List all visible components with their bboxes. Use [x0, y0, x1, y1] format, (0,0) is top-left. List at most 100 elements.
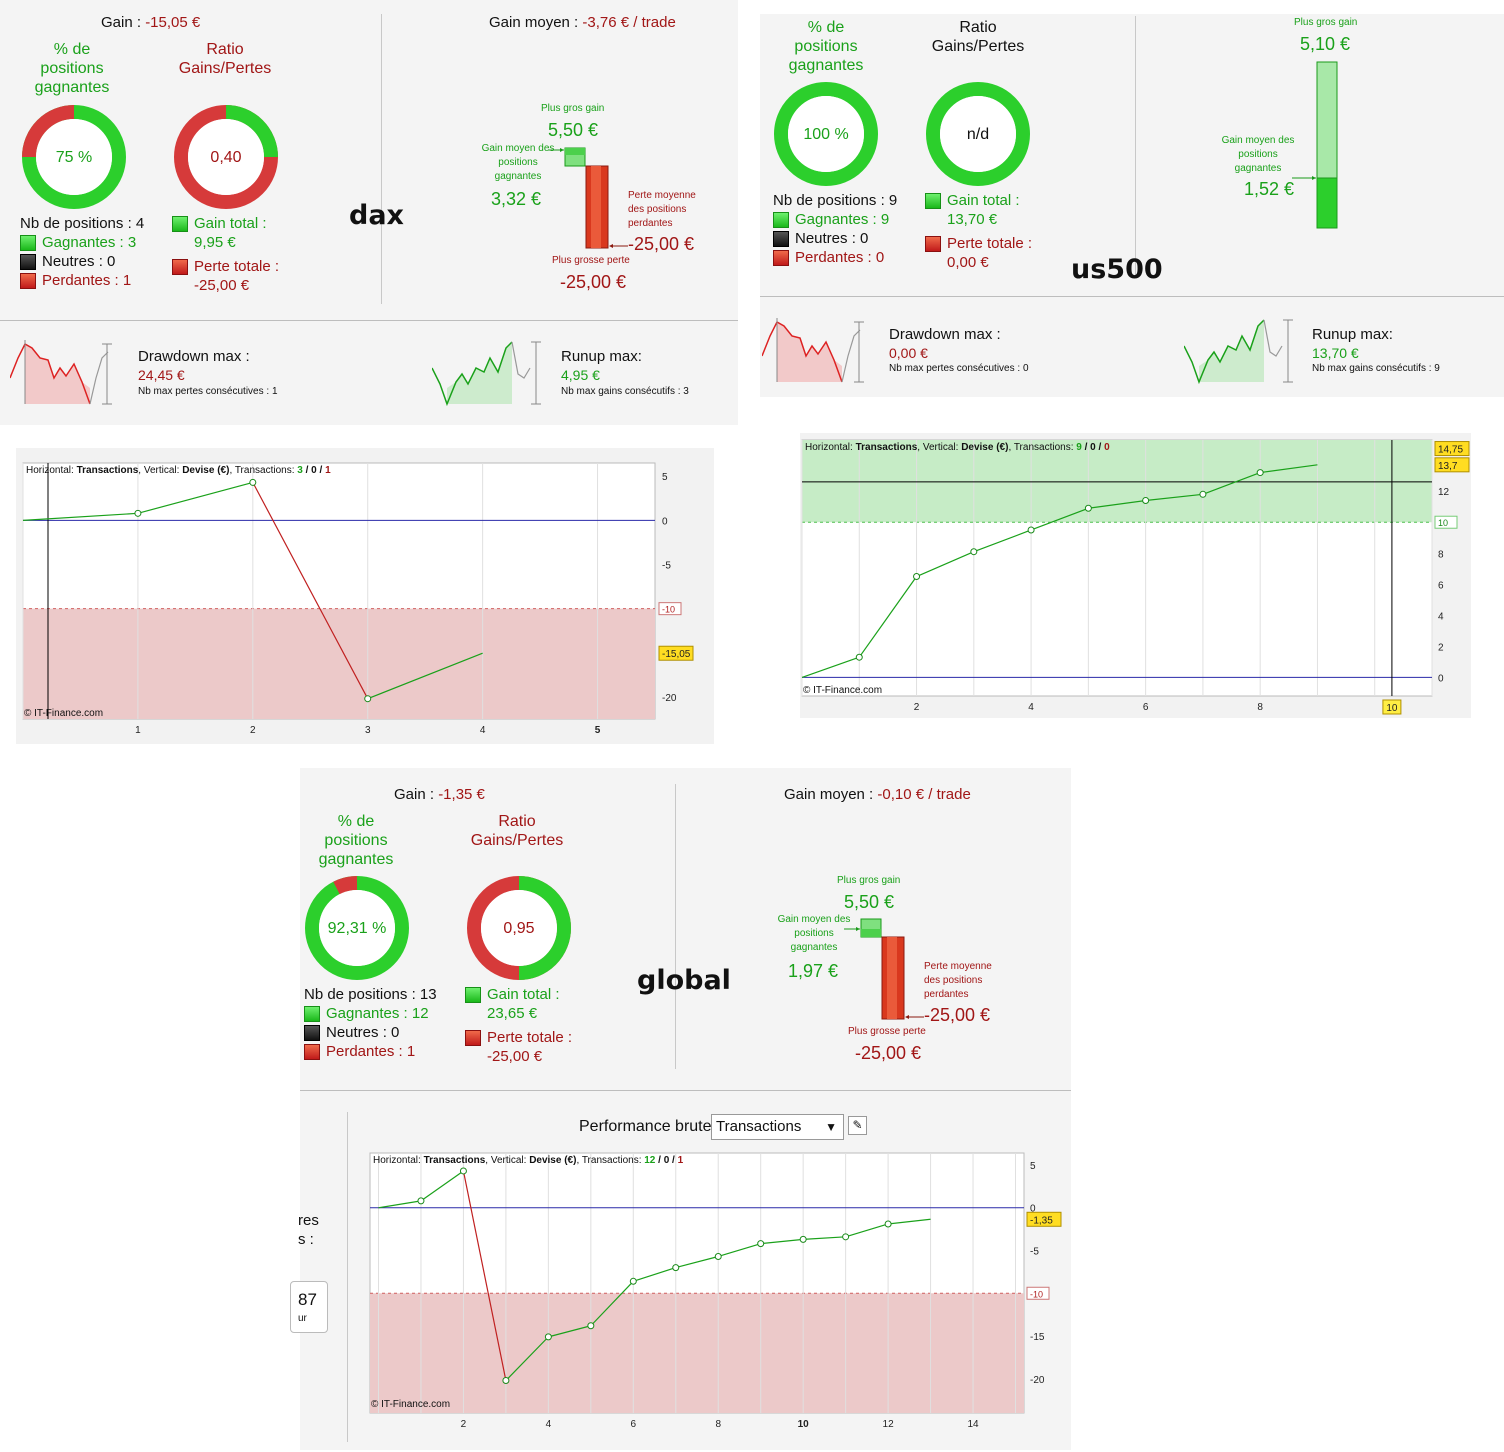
global-xtick-label: 4	[546, 1419, 552, 1430]
global-perf-select[interactable]: Transactions ▼	[711, 1114, 844, 1140]
global-xtick-label: 2	[461, 1419, 467, 1430]
us500-ratio-value: n/d	[967, 126, 989, 143]
us500-data-point	[1084, 504, 1092, 512]
dax-gain-total-value: 9,95 €	[194, 234, 236, 251]
dax-runup-label: Runup max:	[561, 348, 642, 365]
us500-last-value-label: 13,7	[1438, 461, 1458, 472]
us500-data-point	[970, 548, 978, 556]
dax-gain-total-label: Gain total :	[194, 215, 267, 232]
us500-gain-bar	[1292, 61, 1338, 229]
dax-name: dax	[349, 200, 404, 231]
global-series-segment	[420, 1170, 464, 1202]
us500-perdantes: Perdantes : 0	[795, 249, 885, 266]
global-threshold-badge	[1026, 1286, 1050, 1300]
dax-equity-chart[interactable]: 5 0 -5 -20 1 2 3 4 5 -10 -15,05	[16, 448, 714, 744]
dax-series-segment	[137, 481, 253, 514]
dax-runup-sparkline	[432, 341, 541, 407]
us500-data-point	[1256, 469, 1264, 477]
us500-pct-title: % de positions gagnantes	[788, 19, 864, 74]
global-ytick-label: -5	[1030, 1247, 1039, 1258]
us500-series-segment	[1145, 493, 1203, 502]
global-data-point	[672, 1264, 680, 1272]
dax-data-point	[249, 478, 257, 486]
global-gain-moyen: Gain moyen : -0,10 € / trade	[784, 786, 971, 803]
us500-series-segment	[916, 551, 975, 578]
dax-plus-gros-gain-label: Plus gros gain	[541, 103, 605, 114]
us500-plus-gros-gain-value: 5,10 €	[1300, 34, 1351, 54]
us500-nb-positions: Nb de positions : 9	[773, 192, 898, 209]
global-pct-value: 92,31 %	[328, 920, 387, 937]
global-ratio-value: 0,95	[503, 920, 534, 937]
dax-ytick-label: -20	[662, 693, 677, 704]
global-series-segment	[462, 1170, 507, 1381]
dax-stats-panel: Gain : -15,05 € Gain moyen : -3,76 € / t…	[0, 0, 738, 425]
us500-runup-sparkline	[1184, 319, 1293, 385]
global-series-segment	[888, 1218, 931, 1225]
us500-series-segment	[1260, 464, 1318, 474]
dax-xtick-label: 3	[365, 725, 371, 736]
us500-top-value-badge	[1434, 441, 1470, 457]
us500-last-value-badge	[1434, 457, 1470, 473]
global-gain-total-value: 23,65 €	[487, 1005, 538, 1022]
us500-drawdown-value: 0,00 €	[889, 345, 928, 361]
us500-pct-donut: 100 %	[774, 82, 878, 186]
dax-xtick-label: 2	[250, 725, 256, 736]
dax-xtick-label: 5	[595, 725, 601, 736]
global-nb-positions: Nb de positions : 13	[304, 986, 437, 1003]
dax-series-segment	[252, 482, 369, 699]
global-ytick-label: -20	[1030, 1375, 1045, 1386]
global-plus-gros-gain-value: 5,50 €	[844, 892, 895, 912]
us500-series-segment	[1202, 472, 1261, 495]
us500-perte-totale-value: 0,00 €	[947, 254, 989, 271]
us500-threshold-badge	[1434, 515, 1458, 529]
global-pct-donut: 92,31 %	[305, 876, 409, 980]
dax-ratio-title: Ratio Gains/Pertes	[178, 41, 272, 77]
global-equity-chart[interactable]: 5 0 -5 -15 -20 2 4 6 8 10 12 14 -10 -1,35	[300, 1150, 1071, 1440]
dax-last-value-badge	[658, 645, 694, 661]
global-data-point	[544, 1333, 552, 1341]
us500-gain-total-value: 13,70 €	[947, 211, 998, 228]
us500-data-point	[913, 573, 921, 581]
us500-gagnantes: Gagnantes : 9	[795, 211, 890, 228]
us500-gain-total-label: Gain total :	[947, 192, 1020, 209]
global-gain-moyen-pos-value: 1,97 €	[788, 961, 839, 981]
dax-nb-positions: Nb de positions : 4	[20, 215, 145, 232]
global-perte-moyenne-value: -25,00 €	[924, 1005, 991, 1025]
global-gain-total-label: Gain total :	[487, 986, 560, 1003]
chevron-down-icon: ▼	[825, 1120, 837, 1134]
us500-top-value-label: 14,75	[1438, 445, 1463, 456]
us500-xtick-label: 6	[1143, 702, 1149, 713]
global-perte-totale-label: Perte totale :	[487, 1029, 573, 1046]
us500-data-point	[1027, 526, 1035, 534]
dax-plus-gros-gain-value: 5,50 €	[548, 120, 599, 140]
global-drawdown-zone	[370, 1293, 1024, 1413]
global-perte-moyenne-label: Perte moyenne des positions perdantes	[924, 961, 992, 1000]
us500-neutres: Neutres : 0	[795, 230, 869, 247]
us500-ytick-label: 4	[1438, 611, 1444, 622]
global-ytick-label: 0	[1030, 1204, 1036, 1215]
dax-drawdown-value: 24,45 €	[138, 367, 185, 383]
wrench-icon[interactable]: ✎	[848, 1116, 867, 1135]
global-plus-gros-gain-label: Plus gros gain	[837, 875, 901, 886]
us500-equity-chart[interactable]: 12 8 6 4 2 0 2 4 6 8 10 13,7 14,75 10	[800, 433, 1471, 718]
global-series-segment	[505, 1336, 549, 1381]
us500-ytick-label: 0	[1438, 673, 1444, 684]
dax-ratio-value: 0,40	[210, 149, 241, 166]
dax-perte-moyenne-label: Perte moyenne des positions perdantes	[628, 190, 696, 229]
global-ytick-label: -15	[1030, 1332, 1045, 1343]
us500-ratio-title: Ratio Gains/Pertes	[931, 19, 1025, 55]
us500-series-segment	[973, 529, 1032, 553]
us500-ytick-label: 12	[1438, 487, 1450, 498]
dax-data-point	[364, 695, 372, 703]
dax-gain-loss-bar	[548, 147, 628, 249]
global-data-point	[417, 1197, 425, 1205]
dax-gain: Gain : -15,05 €	[101, 14, 201, 31]
dax-perte-moyenne-value: -25,00 €	[628, 234, 695, 254]
dax-ratio-donut: 0,40	[174, 105, 278, 209]
dax-drawdown-label: Drawdown max :	[138, 348, 250, 365]
dax-data-point	[134, 509, 142, 517]
global-series-segment	[590, 1280, 634, 1327]
us500-runup-zone	[802, 440, 1432, 523]
global-neutres: Neutres : 0	[326, 1024, 400, 1041]
dax-ytick-label: 5	[662, 472, 668, 483]
